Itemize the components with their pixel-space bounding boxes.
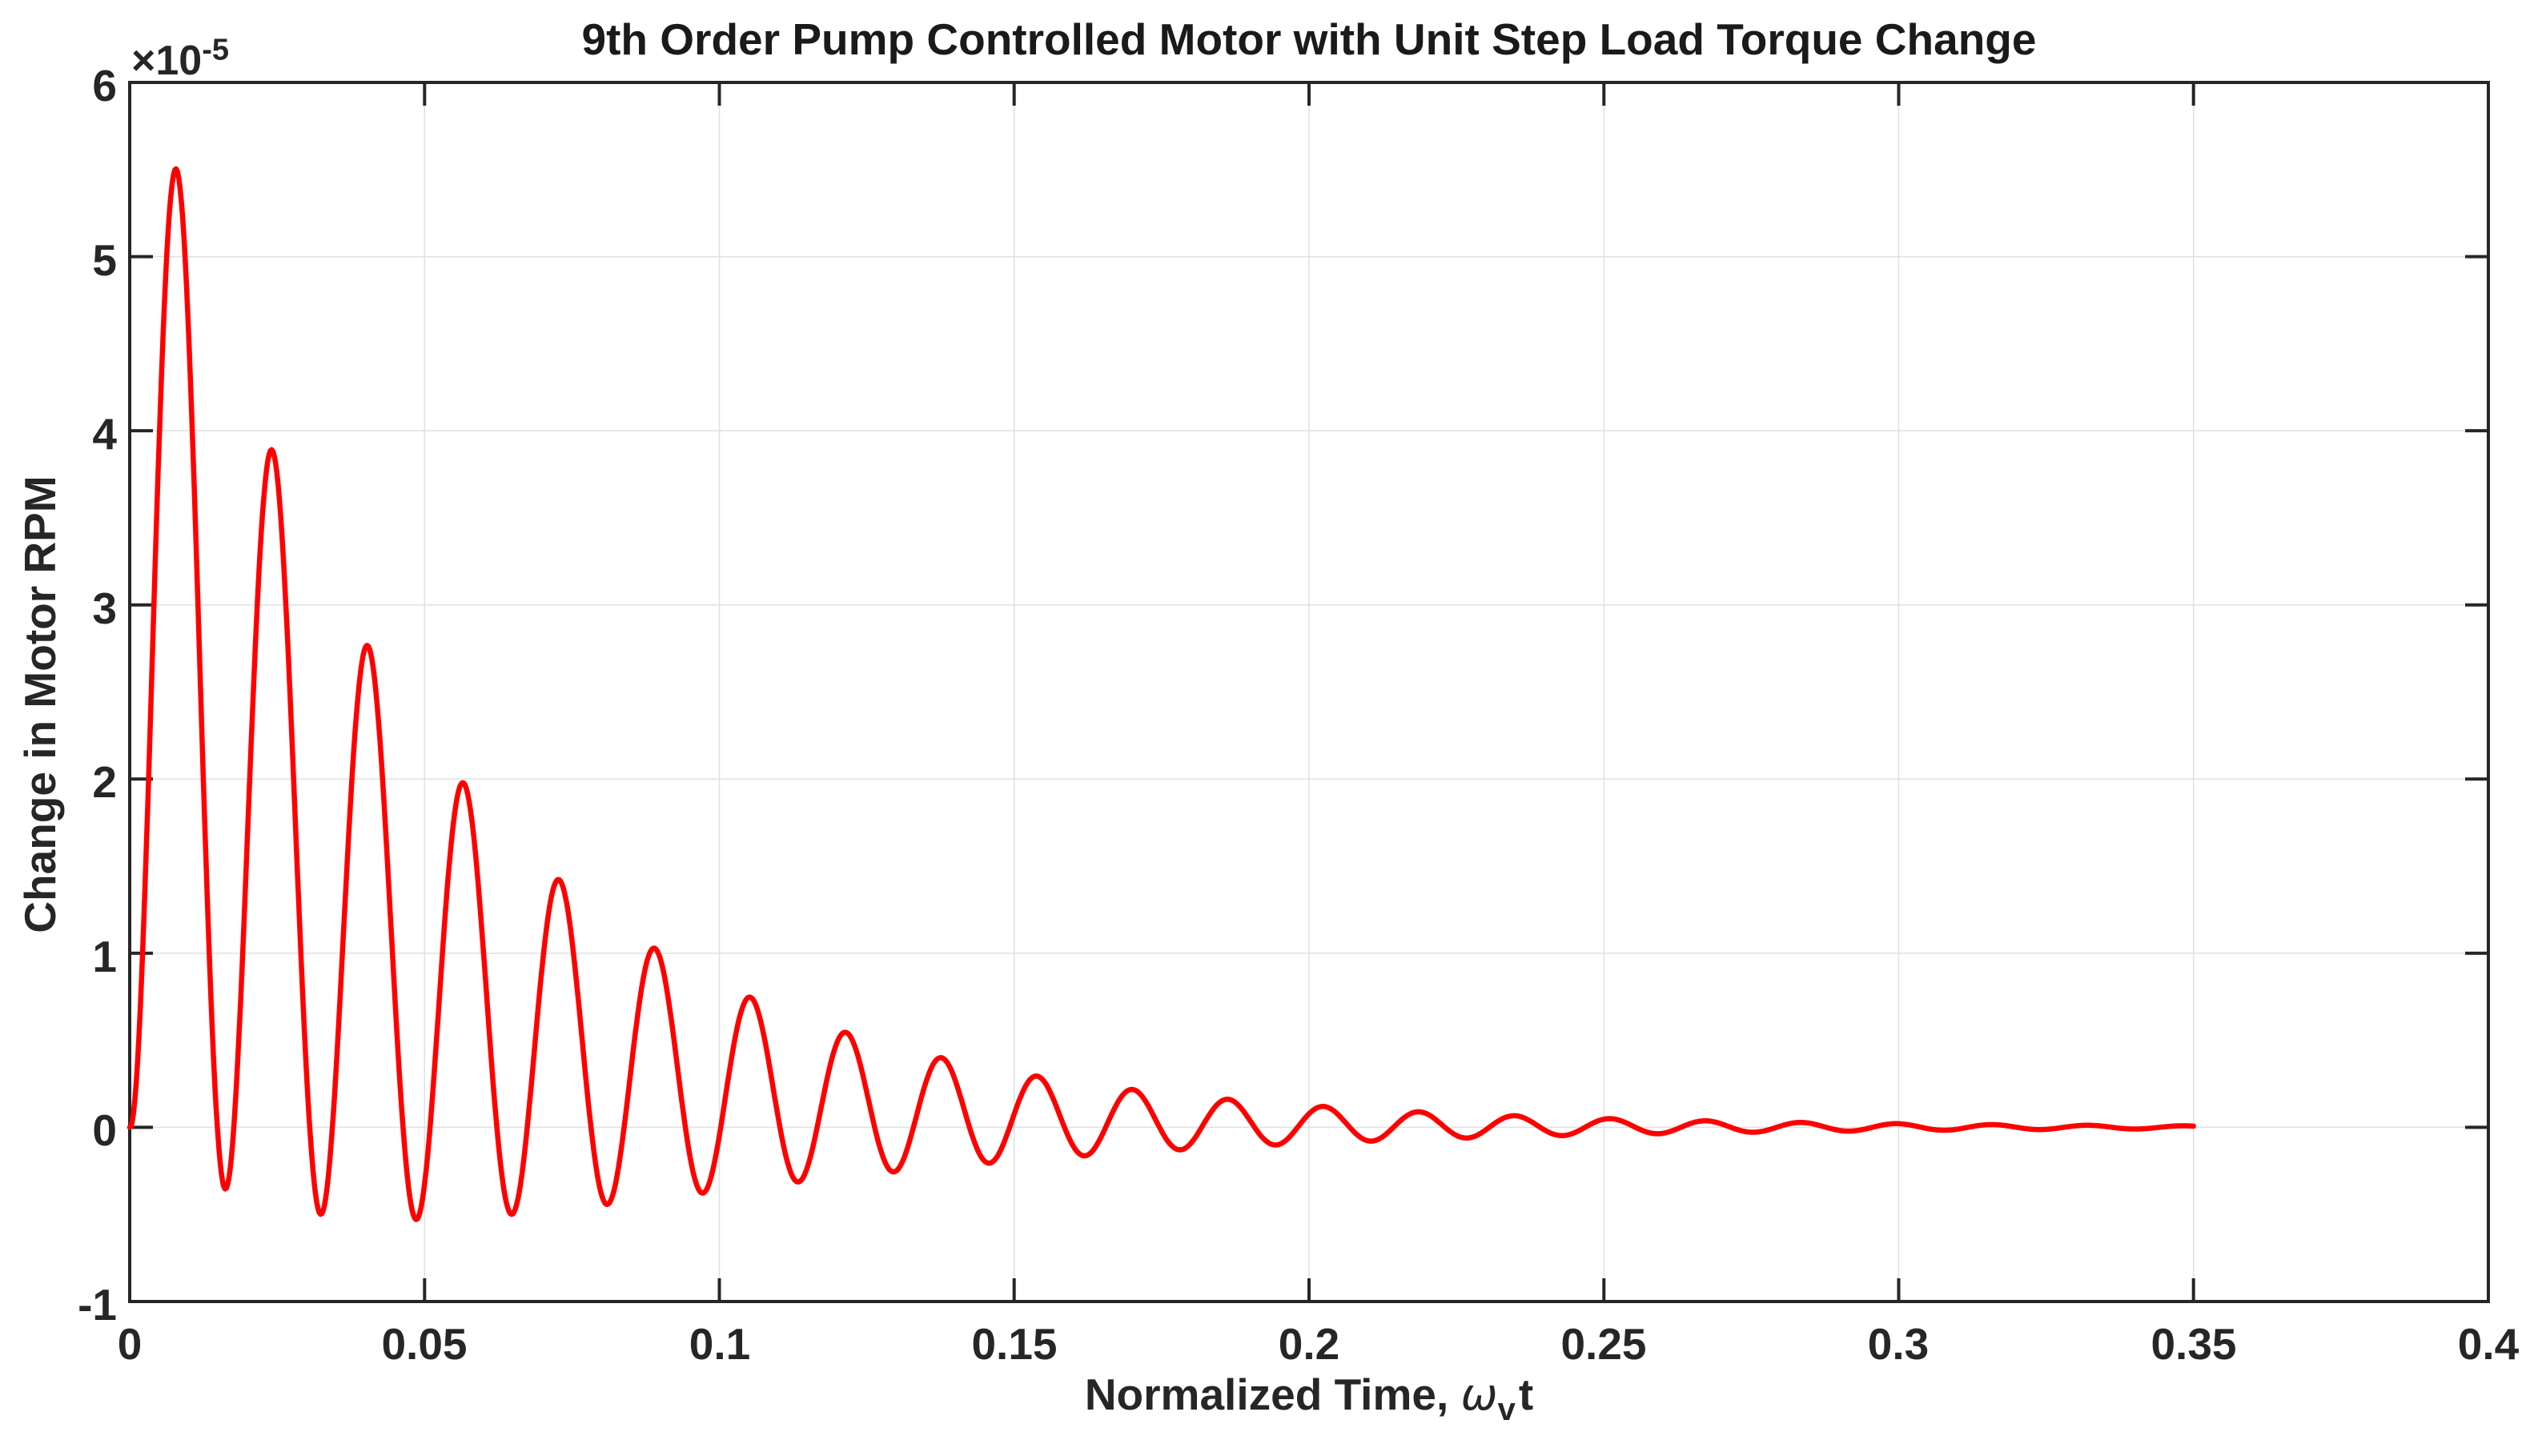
x-axis-label: Normalized Time, ωvt — [130, 1369, 2488, 1427]
x-tick-label: 0.4 — [2457, 1319, 2520, 1369]
x-tick-label: 0.25 — [1560, 1319, 1647, 1369]
omega-subscript: v — [1497, 1391, 1516, 1427]
y-axis-label: Change in Motor RPM — [15, 475, 65, 933]
y-axis-multiplier-exponent: -5 — [202, 33, 230, 67]
x-tick-label: 0.05 — [381, 1319, 468, 1369]
omega-symbol: ω — [1460, 1369, 1498, 1420]
y-axis-multiplier: ×10-5 — [131, 35, 229, 84]
y-tick-label: 6 — [92, 61, 117, 110]
x-tick-label: 0.2 — [1278, 1319, 1340, 1369]
y-tick-label: 1 — [92, 932, 117, 981]
x-tick-label: 0.3 — [1867, 1319, 1930, 1369]
y-tick-label: 3 — [92, 584, 117, 633]
chart-title: 9th Order Pump Controlled Motor with Uni… — [581, 14, 2037, 64]
time-variable: t — [1518, 1370, 1534, 1419]
x-tick-label: 0.35 — [2150, 1319, 2237, 1369]
y-tick-label: -1 — [78, 1280, 117, 1330]
x-tick-label: 0.15 — [971, 1319, 1058, 1369]
y-tick-label: 2 — [92, 757, 117, 807]
y-tick-label: 5 — [92, 235, 117, 285]
y-axis-multiplier-base: ×10 — [131, 38, 203, 84]
y-tick-label: 4 — [92, 409, 117, 459]
x-tick-label: 0 — [117, 1319, 143, 1369]
rpm-response-curve — [126, 166, 2196, 1222]
y-tick-label: 0 — [92, 1105, 117, 1155]
x-tick-label: 0.1 — [689, 1319, 751, 1369]
x-axis-label-text: Normalized Time, — [1084, 1370, 1461, 1419]
